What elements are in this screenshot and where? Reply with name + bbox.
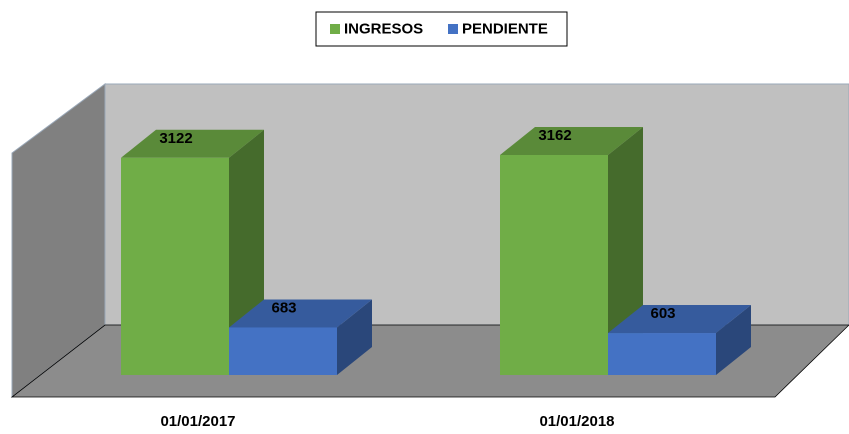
legend-swatch <box>448 24 458 34</box>
data-label: 3162 <box>538 127 571 144</box>
bar <box>500 155 608 375</box>
bar <box>229 327 337 375</box>
data-label: 603 <box>650 305 675 322</box>
bar-top <box>229 299 372 328</box>
bar-top <box>608 305 751 334</box>
bar-side <box>337 299 372 375</box>
bar-top <box>121 129 264 158</box>
bar <box>608 333 716 375</box>
legend-swatch <box>330 24 340 34</box>
bar <box>121 157 229 375</box>
legend <box>315 11 568 47</box>
data-label: 683 <box>271 299 296 316</box>
bar-top <box>500 127 643 155</box>
bar-side <box>716 305 751 375</box>
x-tick-label: 01/01/2018 <box>539 413 614 430</box>
legend-label: PENDIENTE <box>462 20 548 37</box>
data-label: 3122 <box>159 130 192 147</box>
x-tick-label: 01/01/2017 <box>160 413 235 430</box>
legend-label: INGRESOS <box>344 20 423 37</box>
